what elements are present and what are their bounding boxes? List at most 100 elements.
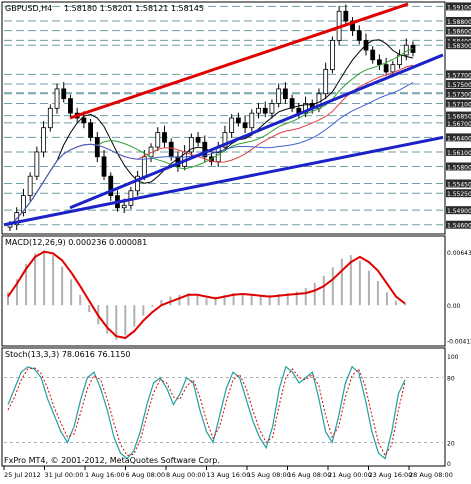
stoch-panel[interactable] xyxy=(1,347,446,467)
price-tick-label: 1.56400 xyxy=(447,135,471,142)
macd-tick-label: -0.00412 xyxy=(447,339,471,346)
time-tick-label: 8 Aug 00:00 xyxy=(166,471,206,479)
moving-average-line xyxy=(9,39,414,226)
price-label-box xyxy=(446,80,471,89)
time-tick-label: 31 Jul 00:00 xyxy=(45,471,84,479)
price-tick-label: 1.57100 xyxy=(447,101,471,108)
price-label-box xyxy=(446,2,471,11)
candle-body xyxy=(141,156,147,177)
candle-body xyxy=(88,122,93,138)
candle-body xyxy=(256,107,261,114)
candle-body xyxy=(195,137,201,143)
price-tick-label: 1.56100 xyxy=(447,150,471,157)
candle-body xyxy=(21,195,26,213)
candle-body xyxy=(356,30,362,41)
candle-body xyxy=(61,88,67,99)
candle-body xyxy=(323,69,329,95)
price-tick-label: 1.57700 xyxy=(447,72,471,79)
price-label-box xyxy=(446,26,471,35)
time-tick-label: 23 Aug 16:00 xyxy=(369,471,413,479)
macd-panel[interactable] xyxy=(1,235,446,347)
price-tick-label: 1.59100 xyxy=(447,4,471,11)
time-tick-label: 21 Aug 00:00 xyxy=(328,471,372,479)
price-tick-label: 1.56850 xyxy=(447,114,471,121)
ohlc-label: 1.58180 1.58201 1.58121 1.58145 xyxy=(64,4,204,13)
candle-body xyxy=(188,137,194,153)
moving-average-line xyxy=(9,82,414,226)
candle-body xyxy=(329,39,335,70)
candle-body xyxy=(94,137,100,158)
time-tick-label: 15 Aug 08:00 xyxy=(247,471,291,479)
time-tick-label: 6 Aug 08:00 xyxy=(126,471,166,479)
candle-body xyxy=(155,132,161,148)
price-label-box xyxy=(446,70,471,79)
candle-body xyxy=(282,88,288,99)
stoch-tick-label: 80 xyxy=(447,376,455,383)
candle-body xyxy=(403,44,409,56)
candle-body xyxy=(168,141,174,158)
price-tick-label: 1.56700 xyxy=(447,121,471,128)
copyright-label: FxPro MT4, © 2001-2012, MetaQuotes Softw… xyxy=(4,456,220,465)
time-tick-label: 13 Aug 16:00 xyxy=(207,471,251,479)
candle-body xyxy=(47,107,53,129)
price-tick-label: 1.54900 xyxy=(447,208,471,215)
candlesticks xyxy=(7,4,416,232)
stoch-series: 100 80 20 0 xyxy=(4,354,459,468)
price-label-box xyxy=(446,118,471,127)
time-axis: 25 Jul 2012 31 Jul 00:00 1 Aug 16:00 6 Aug … xyxy=(3,466,453,479)
candle-body xyxy=(235,117,241,124)
candle-body xyxy=(229,117,235,133)
price-label-box xyxy=(446,111,471,120)
price-axis: 1.591001.588001.586001.584001.583001.577… xyxy=(446,2,471,230)
macd-tick-label: 0.00 xyxy=(447,303,461,310)
price-label-box xyxy=(446,206,471,215)
symbol-label: GBPUSD,H4 xyxy=(5,4,52,13)
price-label-box xyxy=(446,41,471,50)
candle-body xyxy=(377,59,382,66)
candle-body xyxy=(390,64,396,73)
blue-lower-trendline[interactable] xyxy=(3,135,444,227)
time-tick-label: 16 Aug 08:00 xyxy=(288,471,332,479)
red-channel-line[interactable] xyxy=(69,2,409,120)
candle-body xyxy=(350,20,355,32)
time-tick-label: 1 Aug 16:00 xyxy=(85,471,125,479)
price-tick-label: 1.58600 xyxy=(447,29,471,36)
price-tick-label: 1.58800 xyxy=(447,19,471,26)
candle-body xyxy=(269,103,275,114)
blue-support-line[interactable] xyxy=(69,53,444,210)
candle-body xyxy=(34,151,40,177)
candle-body xyxy=(343,10,349,22)
time-tick-label: 25 Jul 2012 xyxy=(4,471,41,479)
macd-title: MACD(12,26,9) 0.000236 0.000081 xyxy=(5,238,147,247)
candle-body xyxy=(41,127,46,153)
candle-body xyxy=(68,98,73,114)
candle-body xyxy=(370,49,376,61)
candle-body xyxy=(249,112,255,129)
price-label-box xyxy=(446,89,471,98)
price-label-box xyxy=(446,36,471,45)
price-label-box xyxy=(446,220,471,229)
stoch-signal-line xyxy=(7,367,406,457)
price-label-box xyxy=(446,162,471,171)
time-tick-label: 28 Aug 08:00 xyxy=(409,471,453,479)
price-tick-label: 1.57500 xyxy=(447,82,471,89)
price-tick-label: 1.55800 xyxy=(447,165,471,172)
price-tick-label: 1.58300 xyxy=(447,43,471,50)
candle-body xyxy=(276,88,282,104)
stoch-tick-label: 100 xyxy=(447,354,459,361)
price-tick-label: 1.54600 xyxy=(447,223,471,230)
moving-averages xyxy=(9,39,414,226)
price-panel[interactable] xyxy=(1,1,446,235)
trendlines xyxy=(3,2,444,227)
candle-body xyxy=(135,175,141,192)
price-label-box xyxy=(446,16,471,25)
price-label-box xyxy=(446,99,471,108)
price-tick-label: 1.55250 xyxy=(447,191,471,198)
price-tick-label: 1.55450 xyxy=(447,181,471,188)
stoch-main-line xyxy=(7,365,406,460)
macd-signal-line xyxy=(7,250,406,340)
stoch-tick-label: 20 xyxy=(447,440,455,447)
macd-series: 0.006431 0.00 -0.00412 xyxy=(7,250,471,346)
price-label-box xyxy=(446,179,471,188)
